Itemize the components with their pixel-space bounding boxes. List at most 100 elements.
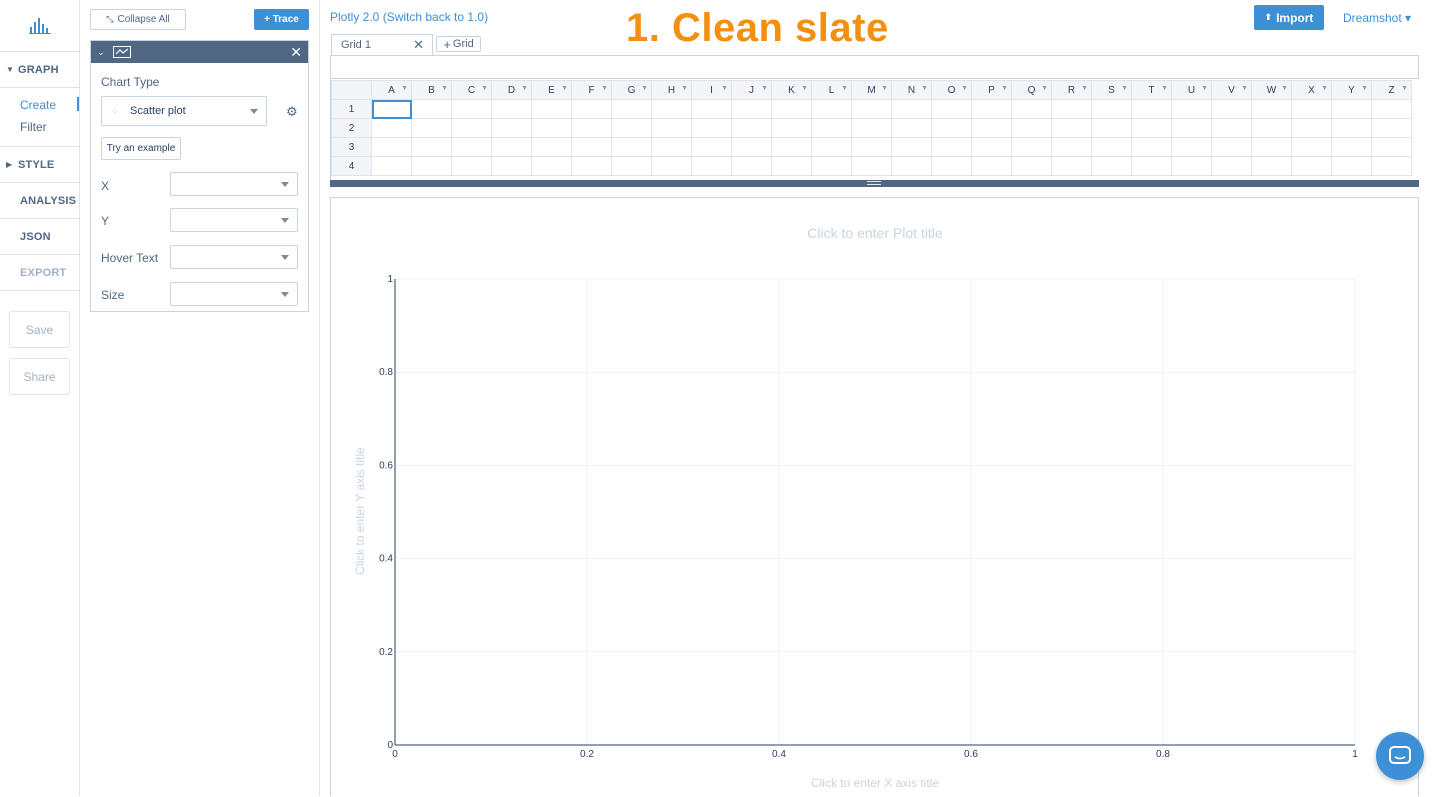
grid-cell[interactable] — [531, 156, 572, 176]
grid-cell[interactable] — [1051, 137, 1092, 157]
column-header[interactable]: E ▼ — [531, 80, 572, 100]
column-menu-icon[interactable]: ▼ — [1121, 85, 1128, 92]
grid-cell[interactable] — [771, 156, 812, 176]
grid-cell[interactable] — [651, 99, 692, 119]
plotly-logo[interactable] — [0, 0, 79, 52]
column-menu-icon[interactable]: ▼ — [1201, 85, 1208, 92]
column-menu-icon[interactable]: ▼ — [1041, 85, 1048, 92]
column-header[interactable]: U ▼ — [1171, 80, 1212, 100]
grid-cell[interactable] — [971, 156, 1012, 176]
grid-cell[interactable] — [1091, 99, 1132, 119]
grid-cell[interactable] — [1331, 118, 1372, 138]
row-header[interactable]: 4 — [331, 156, 372, 176]
grid-cell[interactable] — [1251, 118, 1292, 138]
column-menu-icon[interactable]: ▼ — [1321, 85, 1328, 92]
grid-cell[interactable] — [1011, 156, 1052, 176]
column-header[interactable]: A ▼ — [371, 80, 412, 100]
grid-cell[interactable] — [1011, 118, 1052, 138]
column-header[interactable]: Y ▼ — [1331, 80, 1372, 100]
column-header[interactable]: I ▼ — [691, 80, 732, 100]
grid-cell[interactable] — [1291, 99, 1332, 119]
grid-cell[interactable] — [531, 99, 572, 119]
x-column-select[interactable] — [170, 172, 298, 196]
grid-cell[interactable] — [1011, 137, 1052, 157]
grid-cell[interactable] — [931, 99, 972, 119]
x-axis-title-placeholder[interactable]: Click to enter X axis title — [811, 776, 939, 790]
column-menu-icon[interactable]: ▼ — [841, 85, 848, 92]
chat-button[interactable] — [1376, 732, 1424, 780]
grid-cell[interactable] — [651, 156, 692, 176]
column-menu-icon[interactable]: ▼ — [561, 85, 568, 92]
column-header[interactable]: X ▼ — [1291, 80, 1332, 100]
grid-cell[interactable] — [371, 156, 412, 176]
row-header[interactable]: 2 — [331, 118, 372, 138]
grid-cell[interactable] — [931, 137, 972, 157]
column-menu-icon[interactable]: ▼ — [1161, 85, 1168, 92]
grid-cell[interactable] — [651, 118, 692, 138]
grid-cell[interactable] — [571, 99, 612, 119]
user-menu[interactable]: Dreamshot ▾ — [1343, 11, 1412, 25]
y-column-select[interactable] — [170, 208, 298, 232]
column-menu-icon[interactable]: ▼ — [921, 85, 928, 92]
column-menu-icon[interactable]: ▼ — [1361, 85, 1368, 92]
grid-cell[interactable] — [1091, 118, 1132, 138]
column-menu-icon[interactable]: ▼ — [601, 85, 608, 92]
column-menu-icon[interactable]: ▼ — [761, 85, 768, 92]
grid-cell[interactable] — [531, 118, 572, 138]
grid-cell[interactable] — [491, 137, 532, 157]
grid-cell[interactable] — [971, 99, 1012, 119]
grid-cell[interactable] — [371, 118, 412, 138]
grid-cell[interactable] — [1371, 156, 1412, 176]
grid-cell[interactable] — [731, 118, 772, 138]
grid-cell[interactable] — [1171, 137, 1212, 157]
column-menu-icon[interactable]: ▼ — [681, 85, 688, 92]
grid-cell[interactable] — [491, 99, 532, 119]
hover-text-select[interactable] — [170, 245, 298, 269]
close-icon[interactable]: ✕ — [413, 37, 424, 52]
grid-cell[interactable] — [371, 137, 412, 157]
collapse-all-button[interactable]: ⤡ Collapse All — [90, 9, 186, 30]
grid-cell[interactable] — [731, 156, 772, 176]
column-menu-icon[interactable]: ▼ — [401, 85, 408, 92]
grid-cell[interactable] — [1131, 137, 1172, 157]
grid-cell[interactable] — [931, 118, 972, 138]
nav-style[interactable]: ▶ STYLE — [0, 147, 79, 183]
grid-cell[interactable] — [1171, 156, 1212, 176]
column-menu-icon[interactable]: ▼ — [1001, 85, 1008, 92]
import-button[interactable]: ⬆ Import — [1254, 5, 1324, 30]
column-header[interactable]: L ▼ — [811, 80, 852, 100]
nav-export[interactable]: EXPORT — [0, 255, 79, 291]
column-header[interactable]: R ▼ — [1051, 80, 1092, 100]
add-trace-button[interactable]: + Trace — [254, 9, 309, 30]
size-select[interactable] — [170, 282, 298, 306]
grid-cell[interactable] — [1371, 99, 1412, 119]
column-header[interactable]: C ▼ — [451, 80, 492, 100]
column-header[interactable]: K ▼ — [771, 80, 812, 100]
column-header[interactable]: T ▼ — [1131, 80, 1172, 100]
column-menu-icon[interactable]: ▼ — [881, 85, 888, 92]
grid-cell[interactable] — [771, 118, 812, 138]
column-menu-icon[interactable]: ▼ — [1081, 85, 1088, 92]
grid-cell[interactable] — [451, 99, 492, 119]
grid-cell[interactable] — [611, 137, 652, 157]
close-icon[interactable]: ✕ — [290, 43, 302, 60]
grid-cell[interactable] — [851, 156, 892, 176]
grid-cell[interactable] — [931, 156, 972, 176]
grid-cell[interactable] — [1131, 118, 1172, 138]
grid-cell[interactable] — [1171, 99, 1212, 119]
grid-cell[interactable] — [731, 137, 772, 157]
grid-cell[interactable] — [1251, 137, 1292, 157]
column-header[interactable]: S ▼ — [1091, 80, 1132, 100]
grid-cell[interactable] — [971, 137, 1012, 157]
grid-cell[interactable] — [1211, 156, 1252, 176]
grid-cell[interactable] — [571, 156, 612, 176]
nav-item-create[interactable]: Create — [0, 94, 79, 116]
grid-cell[interactable] — [811, 137, 852, 157]
nav-item-filter[interactable]: Filter — [20, 120, 47, 134]
grid-cell[interactable] — [1011, 99, 1052, 119]
pane-splitter[interactable] — [330, 180, 1419, 187]
y-axis-title-placeholder[interactable]: Click to enter Y axis title — [353, 447, 367, 575]
column-menu-icon[interactable]: ▼ — [721, 85, 728, 92]
grid-cell[interactable] — [1211, 137, 1252, 157]
grid-cell[interactable] — [611, 118, 652, 138]
